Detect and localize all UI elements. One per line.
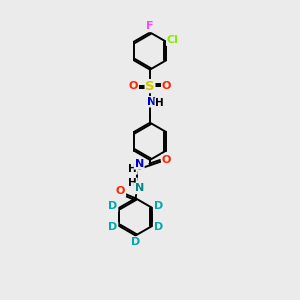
Text: O: O xyxy=(116,186,125,197)
Text: N: N xyxy=(135,159,144,169)
Text: Cl: Cl xyxy=(167,35,178,45)
Text: S: S xyxy=(145,80,155,93)
Text: D: D xyxy=(108,222,118,233)
Text: N: N xyxy=(135,183,144,194)
Text: D: D xyxy=(131,237,140,247)
Text: F: F xyxy=(146,21,154,32)
Text: H: H xyxy=(155,98,164,108)
Text: O: O xyxy=(162,81,171,91)
Text: O: O xyxy=(129,81,138,91)
Text: D: D xyxy=(108,201,118,212)
Text: N: N xyxy=(148,97,157,107)
Text: H: H xyxy=(128,164,137,174)
Text: H: H xyxy=(128,178,137,188)
Text: D: D xyxy=(154,201,163,212)
Text: O: O xyxy=(162,155,171,165)
Text: D: D xyxy=(154,222,163,233)
